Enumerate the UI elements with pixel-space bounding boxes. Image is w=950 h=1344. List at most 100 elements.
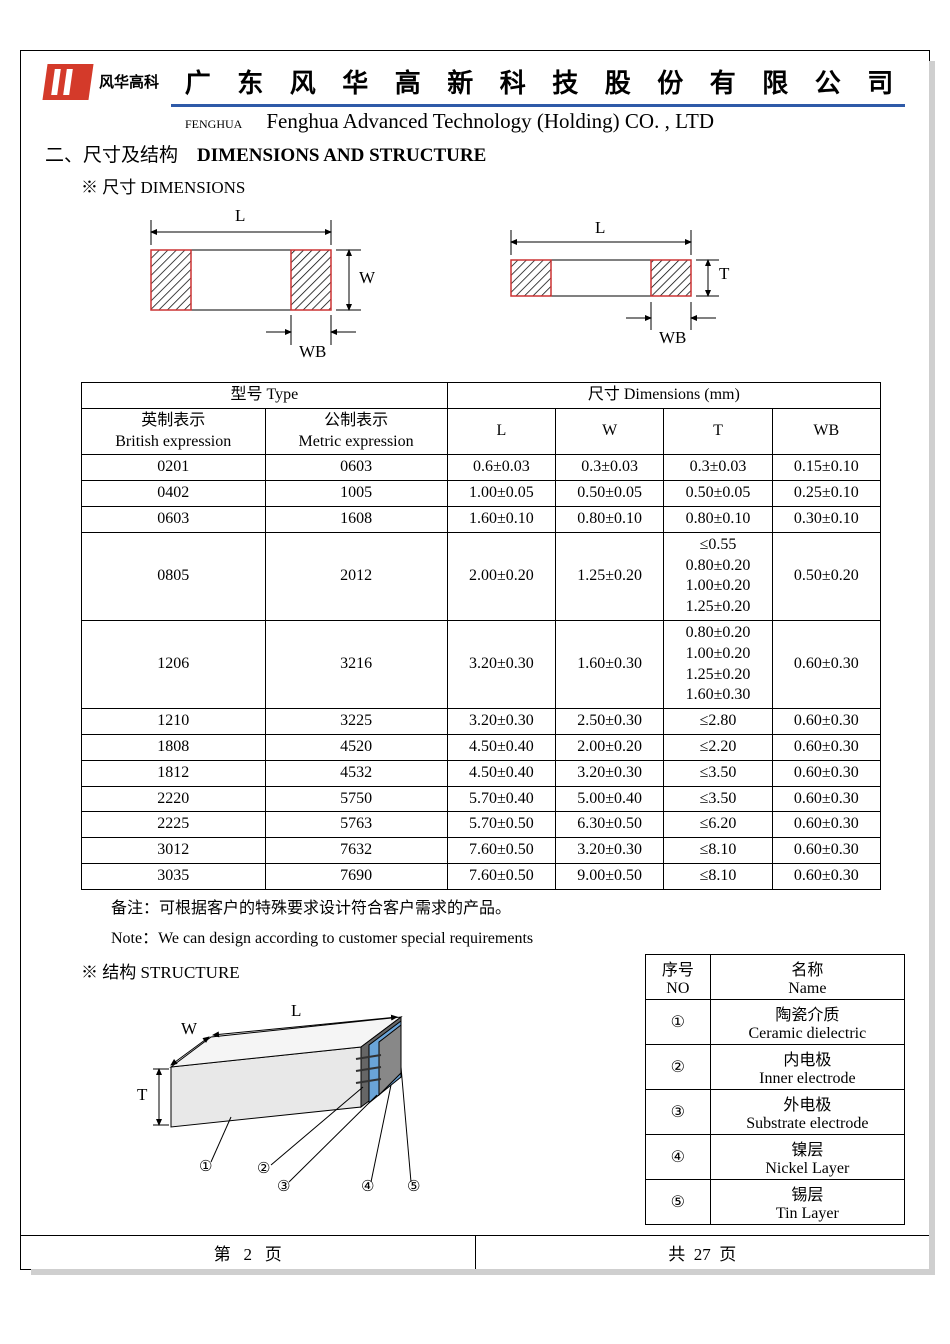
th-no: 序号 NO [646, 954, 711, 999]
cell-no: ⑤ [646, 1179, 711, 1224]
table-row: ④镍层Nickel Layer [646, 1134, 905, 1179]
cell: 5.00±0.40 [555, 786, 663, 812]
cell: 1.60±0.10 [447, 506, 555, 532]
cell: 0.80±0.20 1.00±0.20 1.25±0.20 1.60±0.30 [664, 620, 772, 708]
cell: 0.60±0.30 [772, 863, 880, 889]
structure-diagram: W L T ① ② ③ ④ ⑤ [101, 987, 461, 1207]
callout-4: ④ [361, 1177, 374, 1196]
table-row: 181245324.50±0.403.20±0.30≤3.500.60±0.30 [82, 760, 881, 786]
cell-no: ③ [646, 1089, 711, 1134]
table-row: ②内电极Inner electrode [646, 1044, 905, 1089]
cell: 1.00±0.05 [447, 481, 555, 507]
th-metric-cn: 公制表示 [270, 411, 443, 432]
cell: 3035 [82, 863, 266, 889]
cell: 0.80±0.10 [664, 506, 772, 532]
th-L: L [447, 408, 555, 455]
cell: 0.60±0.30 [772, 760, 880, 786]
dimension-diagrams: L W WB L T WB [21, 202, 929, 382]
table-row: ③外电极Substrate electrode [646, 1089, 905, 1134]
cell: 4520 [265, 734, 447, 760]
table-row: ⑤锡层Tin Layer [646, 1179, 905, 1224]
table-row: 英制表示 British expression 公制表示 Metric expr… [82, 408, 881, 455]
cell: 2.50±0.30 [555, 709, 663, 735]
th-british-en: British expression [86, 432, 261, 453]
cell-no: ① [646, 999, 711, 1044]
cell: 0402 [82, 481, 266, 507]
cell: 3.20±0.30 [447, 620, 555, 708]
page-shadow-bottom [31, 1269, 935, 1275]
section-title: 二、尺寸及结构 DIMENSIONS AND STRUCTURE [21, 134, 929, 169]
footer-total-post: 页 [719, 1245, 736, 1264]
page-shadow-right [929, 61, 935, 1275]
th-british: 英制表示 British expression [82, 408, 266, 455]
struct-label-L: L [291, 1001, 301, 1021]
cell: 2012 [265, 532, 447, 620]
cell: 1.60±0.30 [555, 620, 663, 708]
structure-subhead: ※ 结构 STRUCTURE [81, 954, 605, 987]
table-row: 型号 Type 尺寸 Dimensions (mm) [82, 383, 881, 409]
table-row: 120632163.20±0.301.60±0.300.80±0.20 1.00… [82, 620, 881, 708]
th-dims: 尺寸 Dimensions (mm) [447, 383, 880, 409]
cell: 0.6±0.03 [447, 455, 555, 481]
logo-text-cn: 风华高科 [99, 71, 159, 92]
table-row: 301276327.60±0.503.20±0.30≤8.100.60±0.30 [82, 838, 881, 864]
struct-label-W: W [181, 1019, 197, 1039]
cell: 0.60±0.30 [772, 709, 880, 735]
cell: 0.80±0.10 [555, 506, 663, 532]
callout-5: ⑤ [407, 1177, 420, 1196]
label-WB2: WB [659, 328, 686, 348]
cell: 0.25±0.10 [772, 481, 880, 507]
table-row: 060316081.60±0.100.80±0.100.80±0.100.30±… [82, 506, 881, 532]
cell: 2.00±0.20 [555, 734, 663, 760]
cell: 0805 [82, 532, 266, 620]
structure-table: 序号 NO 名称 Name ①陶瓷介质Ceramic dielectric②内电… [645, 954, 905, 1225]
cell: 3216 [265, 620, 447, 708]
cell: 0.50±0.05 [555, 481, 663, 507]
th-name-en: Name [717, 980, 898, 998]
th-no-cn: 序号 [652, 956, 704, 980]
cell-name: 外电极Substrate electrode [710, 1089, 904, 1134]
section-title-en: DIMENSIONS AND STRUCTURE [197, 145, 486, 166]
cell: 0.50±0.05 [664, 481, 772, 507]
cell-name: 内电极Inner electrode [710, 1044, 904, 1089]
th-T: T [664, 408, 772, 455]
table-row: 180845204.50±0.402.00±0.20≤2.200.60±0.30 [82, 734, 881, 760]
header: 风华高科 广 东 风 华 高 新 科 技 股 份 有 限 公 司 [21, 63, 929, 102]
cell: 5.70±0.50 [447, 812, 555, 838]
page-footer: 第 2 页 共 27 页 [21, 1235, 929, 1269]
cell: ≤2.80 [664, 709, 772, 735]
callout-2: ② [257, 1159, 270, 1178]
th-no-en: NO [652, 980, 704, 998]
cell: 0.60±0.30 [772, 812, 880, 838]
cell: ≤3.50 [664, 786, 772, 812]
note-cn: 备注：可根据客户的特殊要求设计符合客户需求的产品。 [21, 890, 929, 920]
note-en: Note：We can design according to customer… [21, 920, 929, 950]
cell: 0.60±0.30 [772, 786, 880, 812]
footer-page: 第 2 页 [21, 1236, 476, 1269]
structure-section: ※ 结构 STRUCTURE [21, 950, 929, 1235]
table-row: 303576907.60±0.509.00±0.50≤8.100.60±0.30 [82, 863, 881, 889]
cell: 3.20±0.30 [447, 709, 555, 735]
cell: 4.50±0.40 [447, 760, 555, 786]
cell: ≤8.10 [664, 838, 772, 864]
cell: 0.3±0.03 [664, 455, 772, 481]
table-row: 040210051.00±0.050.50±0.050.50±0.050.25±… [82, 481, 881, 507]
cell: 5.70±0.40 [447, 786, 555, 812]
cell: ≤3.50 [664, 760, 772, 786]
company-name-en: Fenghua Advanced Technology (Holding) CO… [266, 109, 714, 134]
table-row: 222057505.70±0.405.00±0.40≤3.500.60±0.30 [82, 786, 881, 812]
cell: 2.00±0.20 [447, 532, 555, 620]
structure-svg [101, 987, 461, 1207]
struct-label-T: T [137, 1085, 147, 1105]
cell: 1206 [82, 620, 266, 708]
cell: 2220 [82, 786, 266, 812]
cell: 3.20±0.30 [555, 760, 663, 786]
dimensions-table: 型号 Type 尺寸 Dimensions (mm) 英制表示 British … [81, 382, 881, 890]
cell: ≤6.20 [664, 812, 772, 838]
cell: 5750 [265, 786, 447, 812]
table-row: ①陶瓷介质Ceramic dielectric [646, 999, 905, 1044]
subheader: FENGHUA Fenghua Advanced Technology (Hol… [21, 109, 929, 134]
label-WB: WB [299, 342, 326, 362]
th-name-cn: 名称 [717, 956, 898, 980]
page-frame: 风华高科 广 东 风 华 高 新 科 技 股 份 有 限 公 司 FENGHUA… [20, 50, 930, 1270]
